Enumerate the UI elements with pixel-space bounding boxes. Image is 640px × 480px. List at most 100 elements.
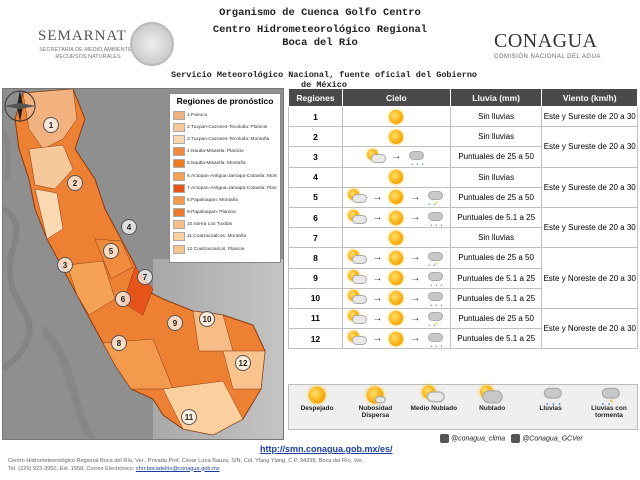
legend-swatch [173,147,185,157]
sky-condition: → → • • • [341,267,451,289]
arrow-right-icon: → [372,252,383,264]
legend-label: 11.Coatzacoalcos: Montaña [187,234,247,240]
partly-cloudy-icon [348,270,368,286]
rain-icon: • • • [424,290,444,309]
region-number: 2 [288,126,343,148]
table-header-row: Regiones Cielo Lluvia (mm) Viento (km/h) [288,88,638,107]
conagua-logo: CONAGUA COMISIÓN NACIONAL DEL AGUA [494,30,634,70]
table-row: 6 → → • • • Puntuales de 5.1 a 25 Este y Sure… [288,206,638,249]
arrow-right-icon: → [372,333,383,345]
legend-item: 12.Coatzacoalcos: Planicie [173,243,277,255]
legend-label: 1.Panuco [187,112,208,118]
rain-amount: Puntuales de 25 a 50 [449,247,543,269]
table-row: 8 → → • • ⚡ Puntuales de 25 a 50 Este y Norest… [288,247,638,309]
sun-icon [386,250,406,266]
sun-icon [386,109,406,125]
partly-cloudy-icon [348,330,368,347]
rain-amount: Puntuales de 25 a 50 [449,146,543,168]
page-footer: Centro Hidrometeorológico Regional Boca … [8,458,632,473]
cloud-icon [480,385,504,404]
social-account-clima[interactable]: @conagua_clima [440,434,505,443]
smn-link[interactable]: http://smn.conagua.gob.mx/es/ [260,444,393,454]
legend-swatch [173,244,185,254]
storm-icon: • • ⚡ [597,385,621,408]
rain-amount: Sin lluvias [449,126,543,148]
legend-swatch [173,159,185,169]
arrow-right-icon: → [372,312,383,324]
region-number: 7 [288,227,343,249]
page-header: SEMARNAT SECRETARÍA DE MEDIO AMBIENTE Y … [0,0,640,90]
sky-legend-label: Despejado [300,405,334,412]
rain-amount: Puntuales de 5.1 a 25 [449,206,543,229]
legend-item: 9.Papaloapan: Planicie [173,207,277,219]
sky-condition [341,105,451,128]
wind-forecast: Este y Noreste de 20 a 30 [541,307,638,350]
legend-swatch [173,232,185,242]
partly-cloudy-icon [348,310,368,326]
region-number: 12 [288,328,343,350]
legend-item: 5.Nautla-Misantla: Montaña [173,158,277,170]
region-number: 10 [288,287,343,309]
semarnat-subtitle: SECRETARÍA DE MEDIO AMBIENTE Y RECURSOS … [39,47,137,60]
rain-amount: Sin lluvias [449,105,543,128]
wind-forecast: Este y Sureste de 20 a 30 [541,105,638,128]
table-row: 3 → • • • Puntuales de 25 a 50 [288,146,638,168]
region-marker-4: 4 [121,219,137,235]
sun-icon [386,310,406,326]
wind-forecast: Este y Sureste de 20 a 30 [541,206,638,249]
rain-amount: Sin lluvias [449,227,543,249]
sky-legend-item: Medio Nublado [410,385,458,427]
social-accounts: @conagua_clima @Conagua_GCVer [440,434,583,443]
wind-forecast: Este y Sureste de 20 a 30 [541,166,638,208]
sky-legend-label: Nubosidad Dispersa [358,405,393,419]
partly-cloudy-icon [348,249,368,266]
table-row: 9 → → • • • Puntuales de 5.1 a 25 [288,267,638,289]
sun-icon [386,230,406,246]
partly-cloudy-icon [348,290,368,306]
partly-cloudy-icon [348,209,368,226]
region-number: 8 [288,247,343,269]
rain-amount: Puntuales de 5.1 a 25 [449,267,543,289]
legend-swatch [173,110,185,120]
legend-label: 6.Actopan-Antigua-Jamapa-Cotaxtla: Monta… [187,173,277,179]
arrow-right-icon: → [410,212,421,224]
legend-item: 6.Actopan-Antigua-Jamapa-Cotaxtla: Monta… [173,170,277,182]
sun-icon [386,290,406,306]
sky-condition [341,126,451,148]
arrow-right-icon: → [410,333,421,345]
sky-condition [341,227,451,249]
rain-amount: Sin lluvias [449,166,543,188]
sun-icon [386,210,406,226]
region-marker-5: 5 [103,243,119,259]
organism-title: Organismo de Cuenca Golfo Centro [219,7,421,19]
sky-legend-item: Despejado [293,386,341,427]
arrow-right-icon: → [372,292,383,304]
rain-amount: Puntuales de 5.1 a 25 [449,287,543,309]
legend-title: Regiones de pronóstico [176,96,274,106]
map-legend: Regiones de pronóstico 1.Panuco 2.Tuxpan-… [169,93,281,263]
sky-legend-item: • • ⚡ Lluvias con tormenta [585,387,633,427]
region-marker-8: 8 [111,335,127,351]
legend-label: 4.Nautla-Misantla: Planicie [187,149,244,155]
social-handle-clima: @conagua_clima [451,435,506,443]
forecast-table-body: 1 Sin lluvias Este y Sureste de 20 a 30 2 Si… [288,105,638,350]
legend-swatch [173,134,185,144]
legend-swatch [173,122,185,132]
sun-icon [386,331,406,347]
region-number: 3 [288,146,343,168]
sun-few-clouds-icon [363,385,387,404]
service-line: Servicio Meteorológico Nacional, fuente … [170,70,478,90]
footer-email[interactable]: chrr.bocadelrio@conagua.gob.mx [135,465,220,472]
sun-icon [386,270,406,286]
sky-condition: → • • • [341,146,451,168]
legend-label: 8.Papaloapan: Montaña [187,197,238,203]
semarnat-logo: SEMARNAT SECRETARÍA DE MEDIO AMBIENTE Y … [28,22,178,72]
region-marker-7: 7 [137,269,153,285]
sky-condition: → → • • ⚡ [341,186,451,208]
sky-condition: → → • • • [341,287,451,309]
rain-icon: • • • [424,210,444,229]
social-account-gcver[interactable]: @Conagua_GCVer [511,434,583,443]
forecast-table: Regiones Cielo Lluvia (mm) Viento (km/h)… [288,88,638,350]
legend-label: 9.Papaloapan: Planicie [187,210,237,216]
location-title: Boca del Río [282,37,358,49]
